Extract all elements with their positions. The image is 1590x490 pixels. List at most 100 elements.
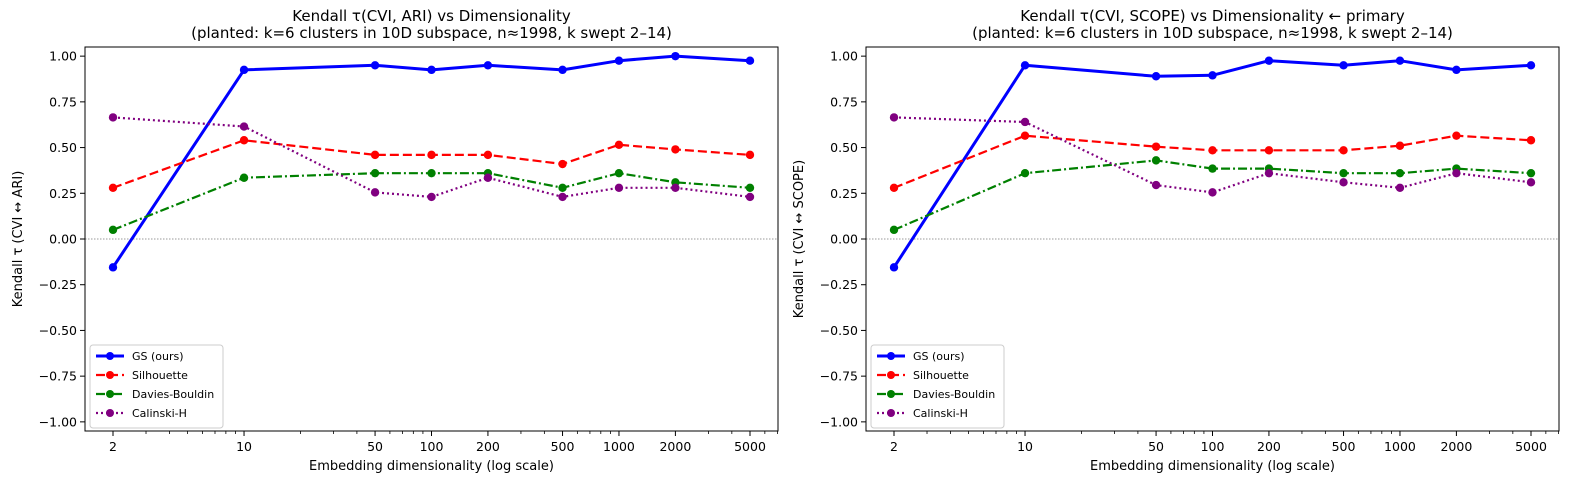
data-point	[1395, 56, 1405, 65]
y-tick-label: −0.25	[39, 277, 77, 292]
x-tick-label: 500	[551, 439, 575, 454]
data-point	[889, 113, 899, 122]
legend-swatch-marker	[887, 352, 895, 360]
legend-label: Silhouette	[132, 369, 188, 382]
data-point	[614, 56, 624, 65]
x-tick-label: 10	[236, 439, 252, 454]
data-point	[1526, 178, 1536, 187]
y-tick-label: 0.50	[49, 140, 77, 155]
series-line	[112, 139, 751, 189]
data-point	[1339, 146, 1348, 155]
legend-swatch-marker	[106, 352, 114, 360]
x-tick-label: 2	[890, 439, 898, 454]
data-point	[1526, 61, 1536, 70]
data-point	[614, 140, 624, 150]
data-point	[1395, 168, 1405, 178]
series-calinski-h	[108, 113, 755, 202]
data-point	[1452, 131, 1461, 140]
data-point	[108, 225, 118, 235]
series-silhouette	[889, 131, 1536, 192]
data-point	[1339, 168, 1348, 178]
legend-swatch-marker	[106, 371, 114, 379]
data-point	[239, 136, 249, 145]
data-point	[108, 113, 118, 122]
y-tick-label: −1.00	[820, 414, 858, 429]
series-line	[893, 134, 1532, 189]
y-tick-label: 1.00	[830, 49, 858, 64]
data-point	[427, 65, 436, 75]
legend-swatch-marker	[106, 409, 114, 417]
y-tick-label: 1.00	[49, 49, 77, 64]
data-point	[745, 192, 755, 202]
data-point	[745, 183, 755, 192]
data-point	[1452, 65, 1461, 75]
data-point	[1208, 71, 1217, 80]
legend-label: Davies-Bouldin	[913, 388, 995, 401]
data-point	[671, 51, 680, 61]
data-point	[1151, 180, 1161, 190]
legend: GS (ours) Silhouette Davies-Bouldin Calinsk…	[870, 344, 1005, 429]
data-point	[1526, 168, 1536, 178]
x-tick-label: 200	[476, 439, 500, 454]
x-axis-label: Embedding dimensionality (log scale)	[1090, 459, 1335, 474]
legend-swatch-marker	[887, 371, 895, 379]
y-tick-label: 0.50	[830, 140, 858, 155]
legend-label: Calinski-H	[913, 407, 968, 420]
chart-subtitle: (planted: k=6 clusters in 10D subspace, …	[191, 24, 672, 42]
x-tick-label: 2	[109, 439, 117, 454]
data-point	[1208, 146, 1217, 155]
y-tick-label: −0.50	[39, 323, 77, 338]
y-tick-label: −0.50	[820, 323, 858, 338]
data-point	[745, 56, 755, 65]
data-point	[370, 150, 380, 160]
data-point	[558, 183, 567, 192]
data-point	[483, 150, 493, 160]
series-davies-bouldin	[108, 168, 755, 235]
chart-panel-2: Kendall τ(CVI, SCOPE) vs Dimensionality …	[792, 7, 1560, 474]
legend-label: Davies-Bouldin	[132, 388, 214, 401]
data-point	[558, 65, 567, 75]
series-line	[112, 172, 751, 231]
data-point	[889, 225, 899, 235]
data-point	[1020, 131, 1030, 140]
legend-label: Silhouette	[913, 369, 969, 382]
x-tick-label: 5000	[1515, 439, 1547, 454]
data-point	[1020, 117, 1030, 127]
data-point	[1452, 168, 1461, 178]
legend-label: GS (ours)	[132, 350, 184, 363]
data-point	[1339, 61, 1348, 70]
series-silhouette	[108, 136, 755, 192]
data-point	[1151, 72, 1161, 81]
x-tick-label: 2000	[659, 439, 691, 454]
data-point	[1020, 168, 1030, 178]
x-tick-label: 1000	[1384, 439, 1416, 454]
data-point	[239, 65, 249, 75]
data-point	[1395, 183, 1405, 192]
data-point	[1020, 61, 1030, 70]
y-tick-label: −0.75	[39, 369, 77, 384]
data-point	[370, 61, 380, 70]
series-line	[112, 116, 751, 198]
data-point	[558, 159, 567, 169]
legend-swatch-marker	[887, 390, 895, 398]
data-point	[427, 150, 436, 160]
data-point	[1208, 188, 1217, 197]
x-tick-label: 200	[1257, 439, 1281, 454]
x-tick-label: 100	[1201, 439, 1225, 454]
data-point	[370, 168, 380, 178]
x-tick-label: 50	[367, 439, 383, 454]
legend: GS (ours) Silhouette Davies-Bouldin Calinsk…	[89, 344, 224, 429]
data-point	[614, 183, 624, 192]
data-point	[1264, 56, 1274, 65]
y-tick-label: 0.25	[830, 186, 858, 201]
plot-frame	[865, 46, 1560, 432]
x-tick-label: 5000	[734, 439, 766, 454]
data-point	[558, 192, 567, 202]
data-point	[671, 145, 680, 154]
chart-title: Kendall τ(CVI, ARI) vs Dimensionality	[292, 7, 571, 25]
data-point	[1264, 146, 1274, 155]
chart-title: Kendall τ(CVI, SCOPE) vs Dimensionality …	[1020, 7, 1405, 25]
chart-panel-1: Kendall τ(CVI, ARI) vs Dimensionality(pl…	[11, 7, 779, 474]
legend-label: GS (ours)	[913, 350, 965, 363]
